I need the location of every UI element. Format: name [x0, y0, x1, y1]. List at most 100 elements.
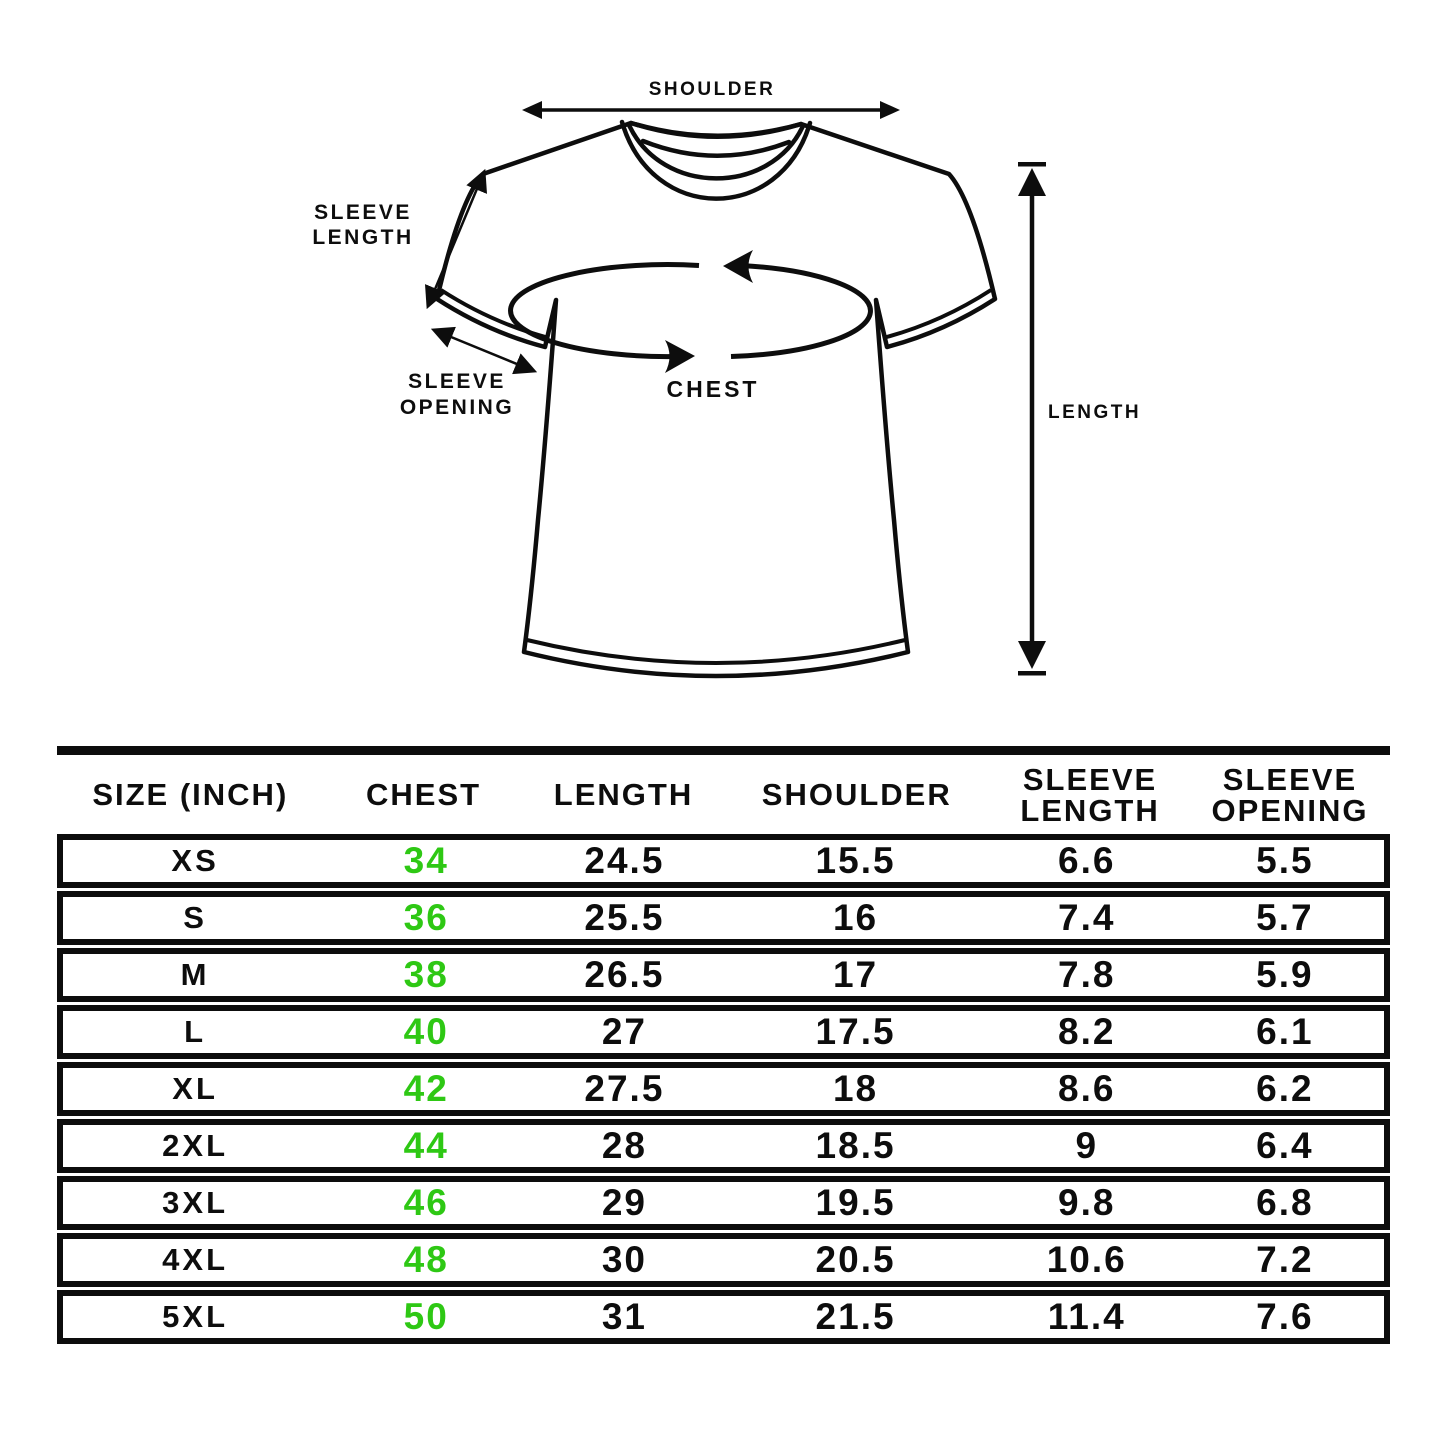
header-label: SLEEVE [1022, 761, 1158, 797]
size-cell: 5XL [162, 1299, 229, 1334]
value-cell: 42 [403, 1068, 449, 1109]
sleeve-opening-label-line1: SLEEVE [408, 370, 506, 393]
value-cell: 8.6 [1058, 1068, 1116, 1109]
collar-front-inner-line [626, 122, 806, 181]
sleeve-length-arrow [424, 168, 488, 310]
table-row: 4XL 48 30 20.5 10.6 7.2 [57, 1233, 1390, 1287]
shoulder-arrow [522, 101, 900, 119]
value-cell: 25.5 [584, 897, 665, 938]
size-table: SIZE (INCH) CHEST LENGTH SHOULDER SLEEVE LENG… [57, 746, 1390, 1344]
value-cell: 5.9 [1256, 954, 1314, 995]
chest-arrowhead-bottom [665, 340, 695, 373]
value-cell: 26.5 [584, 954, 665, 995]
shoulder-label: SHOULDER [649, 79, 776, 100]
table-row: S 36 25.5 16 7.4 5.7 [57, 891, 1390, 945]
size-cell: L [184, 1014, 207, 1049]
length-arrowhead-up [1018, 168, 1046, 196]
chest-girth-arrow [508, 250, 873, 373]
table-row: 2XL 44 28 18.5 9 6.4 [57, 1119, 1390, 1173]
collar-back-bottom-line [640, 138, 792, 158]
value-cell: 6.6 [1058, 840, 1116, 881]
size-cell: 2XL [162, 1128, 229, 1163]
header-label: SIZE (INCH) [92, 777, 289, 812]
size-cell: M [180, 957, 210, 992]
length-arrowhead-down [1018, 641, 1046, 669]
value-cell: 44 [403, 1125, 449, 1166]
size-cell: 3XL [162, 1185, 229, 1220]
value-cell: 10.6 [1046, 1239, 1127, 1280]
value-cell: 7.2 [1256, 1239, 1314, 1280]
header-label: LENGTH [1020, 792, 1160, 828]
value-cell: 36 [403, 897, 449, 938]
table-body: XS 34 24.5 15.5 6.6 5.5 S 36 25.5 16 7.4 5.7 M 38 26.5… [57, 834, 1390, 1344]
value-cell: 7.6 [1256, 1296, 1314, 1337]
hem-seam [526, 638, 906, 665]
value-cell: 31 [601, 1296, 647, 1337]
shoulder-arrowhead-right [880, 101, 900, 119]
sleeve-length-label-line1: SLEEVE [314, 201, 412, 224]
size-cell: XL [172, 1071, 218, 1106]
value-cell: 6.8 [1256, 1182, 1314, 1223]
value-cell: 19.5 [815, 1182, 896, 1223]
value-cell: 21.5 [815, 1296, 896, 1337]
value-cell: 7.4 [1058, 897, 1116, 938]
table-row: XS 34 24.5 15.5 6.6 5.5 [57, 834, 1390, 888]
value-cell: 18.5 [815, 1125, 896, 1166]
table-row: L 40 27 17.5 8.2 6.1 [57, 1005, 1390, 1059]
value-cell: 30 [601, 1239, 647, 1280]
collar [619, 119, 813, 201]
shoulder-arrowhead-left [522, 101, 542, 119]
header-label: CHEST [366, 777, 482, 812]
header-cell: SLEEVE LENGTH [990, 764, 1190, 826]
chest-arrowhead-top [723, 250, 753, 283]
chest-label: CHEST [667, 376, 760, 402]
table-row: 5XL 50 31 21.5 11.4 7.6 [57, 1290, 1390, 1344]
table-top-rule [57, 746, 1390, 755]
length-label: LENGTH [1048, 402, 1141, 423]
value-cell: 50 [403, 1296, 449, 1337]
collar-front-outer-line [619, 119, 813, 201]
value-cell: 9.8 [1058, 1182, 1116, 1223]
header-label: LENGTH [553, 777, 694, 812]
value-cell: 48 [403, 1239, 449, 1280]
table-header-row: SIZE (INCH) CHEST LENGTH SHOULDER SLEEVE LENG… [57, 755, 1390, 834]
sleeve-opening-label-line2: OPENING [400, 396, 514, 419]
collar-back-top-line [628, 120, 804, 139]
value-cell: 20.5 [815, 1239, 896, 1280]
size-cell: XS [171, 843, 219, 878]
cuff-seam-right [882, 288, 993, 340]
length-arrow-bottom-cap [1018, 671, 1046, 676]
value-cell: 8.2 [1058, 1011, 1116, 1052]
value-cell: 24.5 [584, 840, 665, 881]
value-cell: 15.5 [815, 840, 896, 881]
table-row: M 38 26.5 17 7.8 5.9 [57, 948, 1390, 1002]
header-label: SLEEVE [1222, 761, 1358, 797]
value-cell: 6.4 [1256, 1125, 1314, 1166]
value-cell: 6.2 [1256, 1068, 1314, 1109]
sleeve-length-label-line2: LENGTH [312, 226, 413, 249]
value-cell: 18 [832, 1068, 879, 1109]
length-arrow-top-cap [1018, 162, 1046, 167]
value-cell: 27.5 [584, 1068, 665, 1109]
value-cell: 29 [601, 1182, 647, 1223]
header-label: OPENING [1211, 792, 1369, 828]
value-cell: 5.5 [1256, 840, 1314, 881]
value-cell: 9 [1075, 1125, 1099, 1166]
size-cell: S [183, 900, 207, 935]
header-cell: SHOULDER [723, 779, 990, 810]
value-cell: 6.1 [1256, 1011, 1314, 1052]
value-cell: 5.7 [1256, 897, 1314, 938]
value-cell: 16 [832, 897, 879, 938]
value-cell: 17 [832, 954, 879, 995]
header-label: SHOULDER [761, 777, 952, 812]
value-cell: 27 [601, 1011, 647, 1052]
value-cell: 46 [403, 1182, 449, 1223]
value-cell: 11.4 [1047, 1296, 1126, 1337]
value-cell: 28 [601, 1125, 647, 1166]
value-cell: 40 [403, 1011, 449, 1052]
sleeve-opening-arrow [430, 326, 538, 375]
header-cell: SIZE (INCH) [57, 779, 324, 810]
tshirt-outline [434, 120, 998, 679]
header-cell: LENGTH [524, 779, 724, 810]
